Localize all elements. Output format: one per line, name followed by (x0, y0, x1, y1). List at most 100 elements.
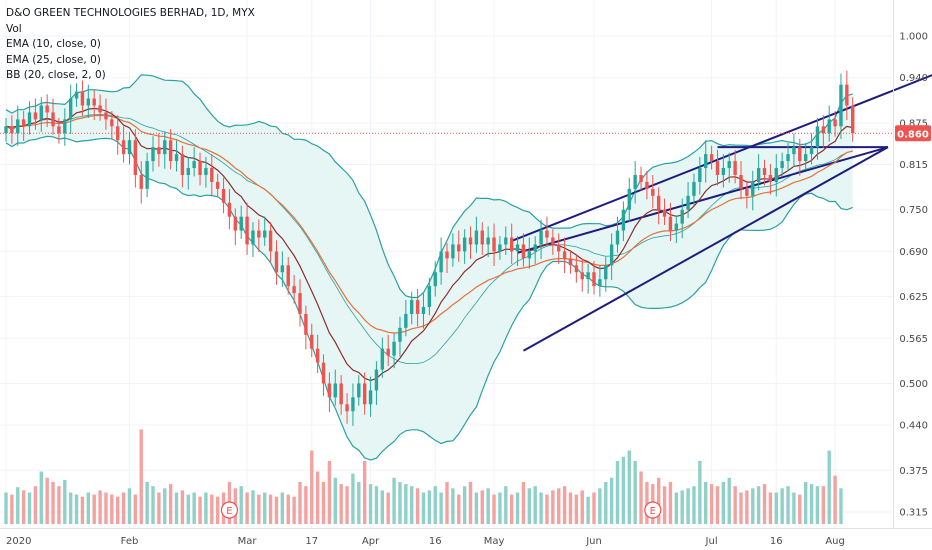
legend-ema-10[interactable]: EMA (10, close, 0) (6, 38, 101, 50)
candle-body (639, 174, 643, 182)
candle-body (592, 272, 596, 287)
candle (627, 177, 631, 223)
candle-body (615, 230, 620, 245)
candle (121, 126, 126, 163)
candle (515, 236, 520, 267)
volume-bar (780, 488, 784, 524)
earnings-marker-label: E (226, 506, 232, 517)
legend-ema-25[interactable]: EMA (25, close, 0) (6, 53, 101, 66)
time-axis: 2020 Feb Mar 17 Apr 16 May Jun Jul 16 Aug (6, 536, 845, 547)
candle (580, 258, 584, 292)
y-tick-label: 0.625 (899, 292, 928, 303)
volume-bar (63, 479, 67, 524)
candle (798, 138, 802, 176)
volume-bar (786, 486, 790, 524)
legend-bollinger-bands[interactable]: BB (20, close, 2, 0) (6, 69, 106, 81)
volume-bar (674, 492, 679, 524)
candle-body (63, 119, 67, 134)
candle (427, 277, 432, 316)
volume-bar (533, 486, 537, 524)
candle-body (668, 216, 673, 231)
volume-bar (45, 477, 49, 524)
candle (245, 202, 249, 255)
volume-bar (592, 492, 596, 524)
candle-body (163, 140, 167, 155)
candle-body (439, 251, 443, 273)
candle-body (298, 293, 302, 314)
earnings-marker[interactable]: E (220, 501, 239, 519)
candle (404, 300, 408, 337)
volume-bar (727, 477, 731, 524)
candle (145, 152, 149, 198)
candle-body (545, 230, 549, 238)
channel-lower-line[interactable] (522, 146, 889, 352)
bb-fill (6, 74, 853, 461)
y-tick-label: 0.440 (899, 421, 928, 432)
volume-bar (762, 484, 767, 524)
candle (339, 375, 343, 415)
candle (709, 145, 714, 170)
volume-bar (68, 492, 73, 524)
candle (368, 376, 373, 417)
channel-middle-line[interactable] (517, 146, 889, 254)
candle (762, 159, 767, 186)
volume-bar (604, 482, 608, 524)
candle (133, 129, 138, 188)
candle (739, 161, 743, 200)
candle-body (280, 265, 285, 273)
candle (21, 111, 26, 141)
candle-body (198, 161, 202, 175)
candle-body (486, 237, 490, 245)
volume-bar (139, 429, 143, 524)
volume-bar (151, 486, 155, 524)
candle (198, 152, 202, 186)
candle-body (233, 216, 238, 231)
candle (786, 143, 790, 172)
volume-bar (733, 486, 737, 524)
candle-body (139, 174, 143, 189)
volume-bar (57, 486, 61, 524)
volume-bar (321, 482, 326, 524)
candle-body (803, 154, 808, 162)
candle-body (751, 181, 755, 196)
x-tick-label: Apr (362, 536, 380, 547)
candle (27, 101, 32, 135)
volume-bar (351, 473, 355, 524)
volume-bar (680, 490, 684, 524)
candle-body (168, 140, 173, 162)
volume-bar (645, 482, 649, 524)
candle-body (568, 258, 573, 266)
candle (292, 275, 296, 304)
volume-bar (86, 492, 91, 524)
candle-body (274, 251, 279, 273)
volume-bar (445, 482, 449, 524)
candle-body (110, 119, 114, 127)
candle (651, 174, 655, 209)
candle-body (327, 383, 332, 398)
candle-body (427, 286, 432, 308)
candle-body (16, 119, 20, 134)
symbol-title[interactable]: D&O GREEN TECHNOLOGIES BERHAD, 1D, MYX (6, 7, 255, 19)
candle (827, 105, 831, 142)
candle-body (57, 126, 61, 134)
volume-bar (198, 496, 202, 524)
volume-bar (327, 461, 332, 524)
volume-bar (574, 494, 579, 524)
volume-bar (421, 492, 426, 524)
candle (480, 222, 484, 255)
last-price-label: 0.860 (895, 125, 931, 142)
volume-bar (774, 492, 778, 524)
candle-body (833, 119, 837, 127)
candle-body (557, 244, 561, 252)
volume-bar (639, 471, 643, 524)
candle (98, 94, 102, 121)
volume-bar (756, 486, 761, 524)
legend-volume[interactable]: Vol (6, 22, 22, 35)
last-price-text: 0.860 (897, 129, 929, 140)
earnings-marker[interactable]: E (644, 501, 662, 519)
candle (321, 354, 326, 396)
volume-bar (568, 492, 573, 524)
candle (257, 219, 261, 253)
candle (80, 80, 85, 116)
